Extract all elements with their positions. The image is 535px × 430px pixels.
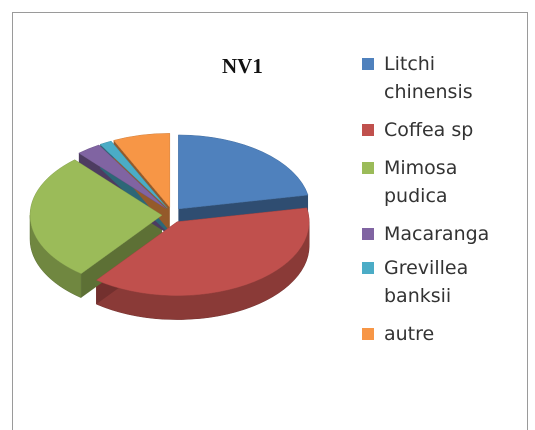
legend-item: Macaranga <box>362 220 512 248</box>
slice <box>178 134 309 210</box>
pie-area <box>29 133 310 320</box>
legend: Litchi chinensis Coffea sp Mimosa pudica Ma… <box>362 50 512 354</box>
legend-label: autre <box>384 323 435 345</box>
chart-title: NV1 <box>222 54 263 78</box>
slice <box>95 207 310 296</box>
legend-label: Litchi chinensis <box>384 53 473 103</box>
legend-item: autre <box>362 320 512 348</box>
legend-swatch <box>362 328 374 340</box>
slice <box>113 133 171 209</box>
legend-item: Mimosa pudica <box>362 154 512 210</box>
legend-item: Litchi chinensis <box>362 50 512 106</box>
legend-label: Mimosa pudica <box>384 157 458 207</box>
legend-label: Grevillea banksii <box>384 257 469 307</box>
legend-swatch <box>362 124 374 136</box>
legend-item: Coffea sp <box>362 116 512 144</box>
slice <box>78 144 167 209</box>
chart-frame <box>12 12 528 430</box>
slice <box>99 140 168 209</box>
legend-swatch <box>362 58 374 70</box>
legend-swatch <box>362 228 374 240</box>
legend-item: Grevillea banksii <box>362 254 512 310</box>
legend-swatch <box>362 262 374 274</box>
legend-swatch <box>362 162 374 174</box>
slice <box>29 159 163 275</box>
legend-label: Macaranga <box>384 223 490 245</box>
legend-label: Coffea sp <box>384 119 474 141</box>
